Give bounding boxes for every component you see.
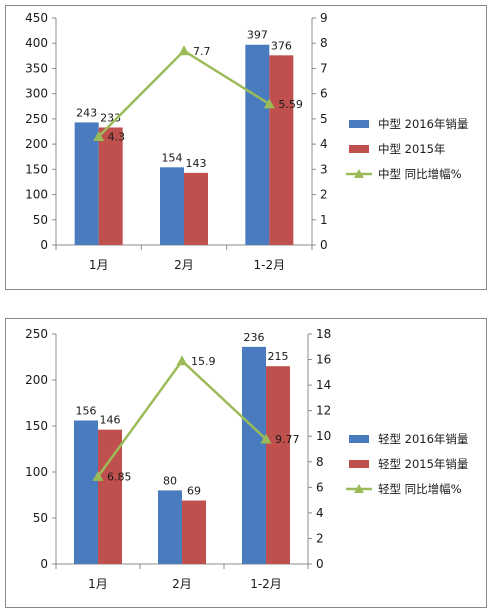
y2-tick-label: 2 — [320, 188, 328, 202]
y2-tick-label: 18 — [316, 327, 331, 341]
bar-value-label: 69 — [187, 485, 201, 498]
y-tick-label: 150 — [25, 162, 48, 176]
y-tick-label: 0 — [40, 557, 48, 571]
y-tick-label: 450 — [25, 11, 48, 25]
line-point — [178, 45, 190, 56]
legend-swatch — [349, 435, 369, 443]
x-tick-label: 2月 — [172, 577, 192, 591]
x-tick-label: 1月 — [89, 258, 109, 272]
growth-line — [96, 358, 267, 478]
y-tick-label: 250 — [25, 112, 48, 126]
y2-tick-label: 0 — [316, 557, 324, 571]
bar — [242, 346, 266, 564]
legend-label: 中型 同比增幅% — [378, 167, 462, 181]
bar-value-label: 143 — [186, 157, 207, 170]
y2-tick-label: 4 — [320, 137, 328, 151]
y-tick-label: 250 — [25, 327, 48, 341]
bar — [182, 500, 206, 564]
y2-tick-label: 2 — [316, 531, 324, 545]
y2-tick-label: 6 — [320, 87, 328, 101]
y-tick-label: 100 — [25, 465, 48, 479]
bar — [98, 429, 122, 564]
legend-label: 轻型 同比增幅% — [378, 482, 462, 496]
x-tick-label: 1月 — [88, 577, 108, 591]
bar — [74, 122, 99, 245]
chart-medium: 0 50 100 150 200 250 300 350 400 450 0 1 2 3 4 5 6 7 8 9 1月 2… — [25, 11, 468, 272]
y-tick-label: 50 — [33, 213, 48, 227]
y-tick-label: 300 — [25, 87, 48, 101]
x-tick-label: 1-2月 — [250, 577, 282, 591]
y-tick-label: 0 — [40, 238, 48, 252]
legend-label: 中型 2016年销量 — [378, 117, 468, 131]
line-value-label: 15.9 — [191, 355, 216, 368]
chart-panel-medium: 0 50 100 150 200 250 300 350 400 450 0 1 2 3 4 5 6 7 8 9 1月 2… — [5, 5, 487, 290]
bar-value-label: 80 — [163, 474, 177, 487]
legend-label: 轻型 2015年销量 — [378, 457, 468, 471]
x-tick-label: 1-2月 — [254, 258, 286, 272]
bar — [266, 366, 290, 564]
y2-tick-label: 16 — [316, 353, 331, 367]
y-tick-label: 400 — [25, 36, 48, 50]
y-tick-label: 350 — [25, 61, 48, 75]
bar — [74, 420, 98, 564]
y-tick-label: 100 — [25, 188, 48, 202]
y-tick-label: 150 — [25, 419, 48, 433]
y2-tick-label: 7 — [320, 61, 328, 75]
y2-tick-label: 14 — [316, 378, 331, 392]
growth-line — [97, 49, 270, 138]
line-value-label: 9.77 — [275, 433, 300, 446]
bar-value-label: 233 — [100, 111, 121, 124]
y2-tick-label: 8 — [320, 36, 328, 50]
y2-tick-label: 5 — [320, 112, 328, 126]
y2-tick-label: 12 — [316, 404, 331, 418]
bar-value-label: 236 — [244, 331, 265, 344]
chart-panel-light: 0 50 100 150 200 250 0 2 4 6 8 10 12 14 16 18 1月 2月 1-2月 15… — [5, 318, 487, 608]
legend-label: 轻型 2016年销量 — [378, 432, 468, 446]
bar-value-label: 243 — [76, 106, 97, 119]
line-point — [93, 131, 105, 141]
y2-tick-label: 8 — [316, 455, 324, 469]
y2-tick-label: 10 — [316, 429, 331, 443]
bar — [184, 172, 208, 245]
legend-marker — [354, 169, 364, 178]
legend-label: 中型 2015年 — [378, 142, 445, 156]
y-tick-label: 200 — [25, 373, 48, 387]
y2-tick-label: 6 — [316, 480, 324, 494]
y2-tick-label: 1 — [320, 213, 328, 227]
bar — [160, 167, 184, 245]
chart-light: 0 50 100 150 200 250 0 2 4 6 8 10 12 14 16 18 1月 2月 1-2月 15… — [25, 327, 468, 591]
bar-value-label: 215 — [268, 350, 289, 363]
line-value-label: 6.85 — [107, 470, 132, 483]
line-value-label: 7.7 — [193, 45, 211, 58]
line-point — [176, 355, 188, 366]
line-value-label: 5.59 — [278, 98, 303, 111]
y2-tick-label: 4 — [316, 506, 324, 520]
legend-swatch — [349, 120, 369, 128]
x-tick-label: 2月 — [174, 258, 194, 272]
bar — [245, 44, 270, 246]
legend-marker — [354, 484, 364, 493]
legend-swatch — [349, 460, 369, 468]
y-tick-label: 200 — [25, 137, 48, 151]
line-point — [263, 98, 275, 109]
bar-value-label: 154 — [162, 151, 183, 164]
legend-swatch — [349, 145, 369, 153]
y-tick-label: 50 — [33, 511, 48, 525]
bar-value-label: 376 — [271, 39, 292, 52]
bar-value-label: 156 — [76, 404, 97, 417]
line-value-label: 4.3 — [108, 131, 126, 144]
bar-value-label: 146 — [100, 414, 121, 427]
bar — [269, 55, 294, 245]
y2-tick-label: 0 — [320, 238, 328, 252]
y2-tick-label: 9 — [320, 11, 328, 25]
line-point — [92, 470, 104, 481]
bar-value-label: 397 — [247, 29, 268, 42]
y2-tick-label: 3 — [320, 162, 328, 176]
bar — [158, 490, 182, 564]
bar — [98, 127, 123, 245]
line-point — [260, 433, 272, 444]
